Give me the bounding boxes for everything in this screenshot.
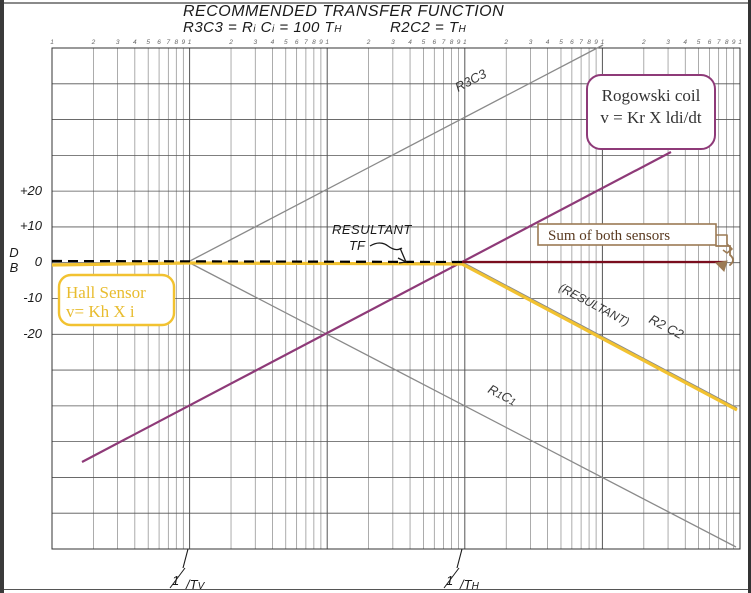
svg-text:v = Kr X ldi/dt: v = Kr X ldi/dt [600, 108, 701, 127]
svg-text:+10: +10 [20, 218, 43, 233]
svg-text:3: 3 [253, 39, 257, 46]
svg-text:4: 4 [683, 39, 687, 46]
svg-text:B: B [10, 260, 19, 275]
svg-text:5: 5 [422, 39, 426, 46]
svg-text:+20: +20 [20, 183, 43, 198]
svg-text:1: 1 [50, 39, 54, 46]
svg-text:1: 1 [463, 39, 467, 46]
svg-text:Sum of both sensors: Sum of both sensors [548, 228, 670, 244]
svg-text:2: 2 [641, 39, 646, 46]
svg-text:v= Kh X i: v= Kh X i [66, 302, 135, 321]
svg-text:6: 6 [157, 39, 161, 46]
svg-text:4: 4 [408, 39, 412, 46]
svg-text:8: 8 [450, 39, 454, 46]
svg-text:2: 2 [228, 39, 233, 46]
svg-text:4: 4 [546, 39, 550, 46]
svg-text:7: 7 [166, 39, 170, 46]
svg-text:3: 3 [391, 39, 395, 46]
svg-text:Hall Sensor: Hall Sensor [66, 283, 146, 302]
svg-text:2: 2 [91, 39, 96, 46]
svg-text:3: 3 [529, 39, 533, 46]
svg-text:6: 6 [708, 39, 712, 46]
svg-text:4: 4 [133, 39, 137, 46]
svg-text:6: 6 [432, 39, 436, 46]
svg-text:2: 2 [366, 39, 371, 46]
svg-text:3: 3 [116, 39, 120, 46]
svg-text:8: 8 [725, 39, 729, 46]
svg-text:5: 5 [146, 39, 150, 46]
svg-text:5: 5 [697, 39, 701, 46]
svg-text:1: 1 [738, 39, 742, 46]
svg-text:9: 9 [732, 39, 736, 46]
svg-text:D: D [9, 245, 18, 260]
svg-text:1: 1 [325, 39, 329, 46]
svg-text:7: 7 [717, 39, 721, 46]
svg-text:6: 6 [295, 39, 299, 46]
svg-text:0: 0 [35, 254, 43, 269]
svg-text:5: 5 [284, 39, 288, 46]
svg-text:4: 4 [271, 39, 275, 46]
svg-text:7: 7 [442, 39, 446, 46]
svg-text:7: 7 [304, 39, 308, 46]
svg-text:9: 9 [594, 39, 598, 46]
svg-text:7: 7 [579, 39, 583, 46]
svg-text:TF: TF [349, 238, 366, 253]
svg-text:8: 8 [174, 39, 178, 46]
svg-text:-10: -10 [23, 290, 43, 305]
svg-text:2: 2 [503, 39, 508, 46]
svg-text:5: 5 [559, 39, 563, 46]
svg-text:-20: -20 [23, 326, 43, 341]
svg-text:6: 6 [570, 39, 574, 46]
svg-text:8: 8 [587, 39, 591, 46]
svg-text:9: 9 [457, 39, 461, 46]
svg-text:Rogowski coil: Rogowski coil [602, 86, 701, 105]
svg-text:1: 1 [188, 39, 192, 46]
svg-text:8: 8 [312, 39, 316, 46]
svg-text:RESULTANT: RESULTANT [332, 222, 412, 237]
svg-text:3: 3 [666, 39, 670, 46]
svg-text:9: 9 [181, 39, 185, 46]
svg-text:9: 9 [319, 39, 323, 46]
